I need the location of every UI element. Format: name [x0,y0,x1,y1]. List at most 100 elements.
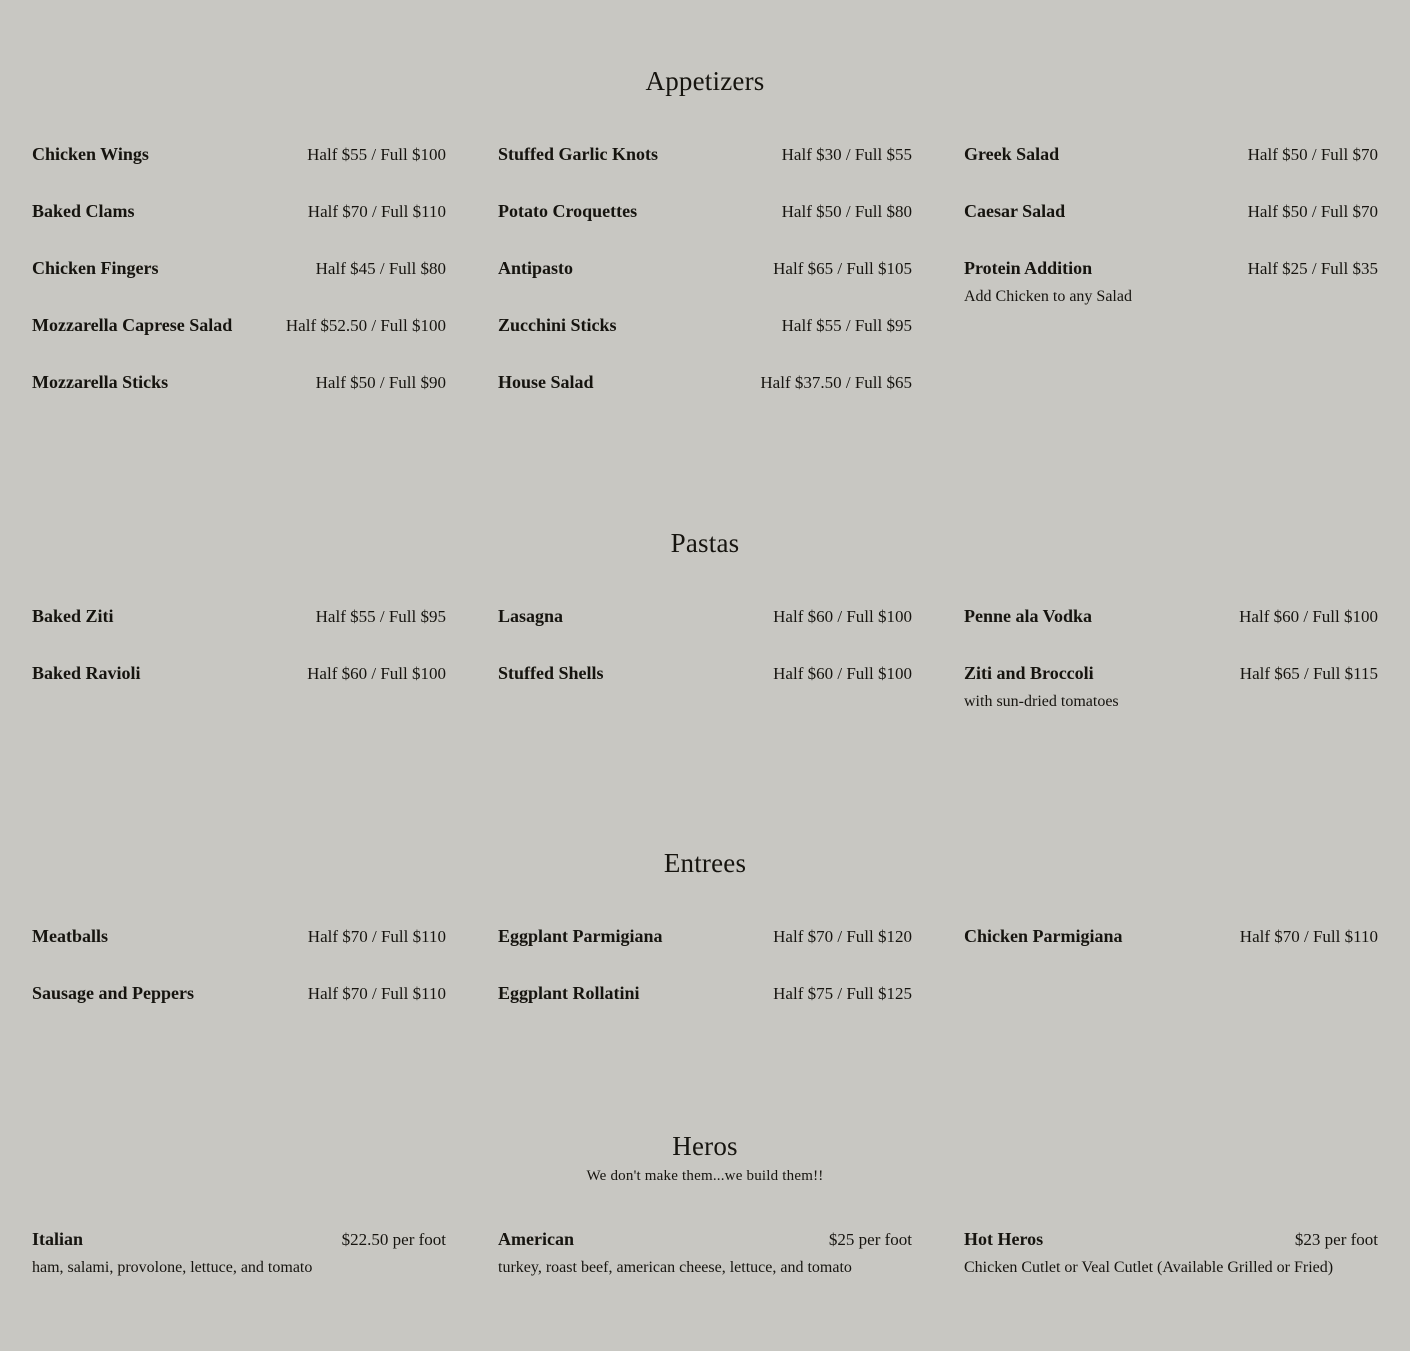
menu-item-name: Chicken Parmigiana [964,926,1123,946]
menu-item-row: Mozzarella Caprese Salad Half $52.50 / Fu… [32,314,446,337]
menu-item: Greek Salad Half $50 / Full $70 [964,143,1378,166]
menu-item-price: Half $55 / Full $95 [315,607,446,626]
section-title: Heros [672,1131,738,1161]
menu-item-price: Half $60 / Full $100 [773,607,912,626]
menu-item-row: Chicken Wings Half $55 / Full $100 [32,143,446,166]
menu-item-row: Potato Croquettes Half $50 / Full $80 [498,200,912,223]
section-columns: Baked Ziti Half $55 / Full $95 Baked Ravio… [32,605,1378,747]
menu-item-row: House Salad Half $37.50 / Full $65 [498,371,912,394]
section-entrees: Entrees Meatballs Half $70 / Full $110 Saus… [32,747,1378,1039]
menu-column: Chicken Parmigiana Half $70 / Full $110 [964,925,1378,1039]
menu-item-name: Greek Salad [964,144,1060,164]
menu-item-name: Eggplant Rollatini [498,983,640,1003]
menu-item-name: Potato Croquettes [498,201,638,221]
menu-column: Lasagna Half $60 / Full $100 Stuffed Shell… [498,605,912,747]
menu-item-name: Chicken Wings [32,144,149,164]
menu-item-name: Italian [32,1229,84,1249]
menu-item-price: $25 per foot [828,1230,912,1249]
menu-column: Stuffed Garlic Knots Half $30 / Full $55 P… [498,143,912,428]
section-columns: Italian $22.50 per foot ham, salami, provo… [32,1228,1378,1279]
menu-item-price: Half $50 / Full $80 [781,202,912,221]
menu-item-name: House Salad [498,372,594,392]
menu-item-description: ham, salami, provolone, lettuce, and tom… [32,1259,313,1276]
menu-item-price: Half $70 / Full $110 [1239,927,1378,946]
menu-item: Potato Croquettes Half $50 / Full $80 [498,200,912,223]
menu-item: Baked Ravioli Half $60 / Full $100 [32,662,446,685]
section-title: Entrees [663,848,747,878]
menu-item-row: Ziti and Broccoli Half $65 / Full $115 [964,662,1378,685]
menu-item: Stuffed Shells Half $60 / Full $100 [498,662,912,685]
menu-item: House Salad Half $37.50 / Full $65 [498,371,912,394]
menu-item: Sausage and Peppers Half $70 / Full $110 [32,982,446,1005]
menu-item: Eggplant Parmigiana Half $70 / Full $120 [498,925,912,948]
menu-column: Chicken Wings Half $55 / Full $100 Baked C… [32,143,446,428]
menu-column: Greek Salad Half $50 / Full $70 Caesar Sal… [964,143,1378,428]
menu-item-price: Half $30 / Full $55 [781,145,912,164]
menu-item-name: Antipasto [498,258,574,278]
menu-item-row: Stuffed Shells Half $60 / Full $100 [498,662,912,685]
menu-item: Mozzarella Caprese Salad Half $52.50 / Fu… [32,314,446,337]
menu-item-price: Half $65 / Full $105 [773,259,912,278]
menu-item-name: American [498,1229,574,1249]
menu-item: Hot Heros $23 per foot Chicken Cutlet or V… [964,1228,1378,1279]
section-columns: Chicken Wings Half $55 / Full $100 Baked C… [32,143,1378,428]
menu-item: Penne ala Vodka Half $60 / Full $100 [964,605,1378,628]
menu-item: Antipasto Half $65 / Full $105 [498,257,912,280]
menu-item-price: Half $60 / Full $100 [773,664,912,683]
menu-item-row: Zucchini Sticks Half $55 / Full $95 [498,314,912,337]
menu-item-price: Half $37.50 / Full $65 [760,373,912,392]
menu-item-description: turkey, roast beef, american cheese, let… [498,1259,852,1276]
menu-item-row: Stuffed Garlic Knots Half $30 / Full $55 [498,143,912,166]
menu-item-price: Half $50 / Full $70 [1247,145,1378,164]
menu-item-row: American $25 per foot [498,1228,912,1251]
menu-item-row: Baked Ravioli Half $60 / Full $100 [32,662,446,685]
menu-item: Chicken Parmigiana Half $70 / Full $110 [964,925,1378,948]
menu-item-name: Lasagna [498,606,564,626]
menu-item-price: $23 per foot [1294,1230,1378,1249]
menu-item-description: with sun-dried tomatoes [964,693,1119,710]
menu-item: Ziti and Broccoli Half $65 / Full $115 wit… [964,662,1378,713]
menu-item-row: Chicken Parmigiana Half $70 / Full $110 [964,925,1378,948]
menu-item: Chicken Wings Half $55 / Full $100 [32,143,446,166]
menu-item-row: Protein Addition Half $25 / Full $35 [964,257,1378,280]
menu-item: Chicken Fingers Half $45 / Full $80 [32,257,446,280]
menu-item-price: Half $70 / Full $110 [307,927,446,946]
menu-item-price: Half $60 / Full $100 [1239,607,1378,626]
menu-item-name: Sausage and Peppers [32,983,195,1003]
section-title: Appetizers [645,66,765,96]
menu-item-row: Caesar Salad Half $50 / Full $70 [964,200,1378,223]
menu-item: Mozzarella Sticks Half $50 / Full $90 [32,371,446,394]
menu-item-row: Hot Heros $23 per foot [964,1228,1378,1251]
menu-column: Italian $22.50 per foot ham, salami, provo… [32,1228,446,1279]
menu-item-name: Baked Clams [32,201,135,221]
menu-item: Stuffed Garlic Knots Half $30 / Full $55 [498,143,912,166]
menu-item-row: Greek Salad Half $50 / Full $70 [964,143,1378,166]
menu-item-name: Protein Addition [964,258,1093,278]
menu-item-name: Baked Ravioli [32,663,141,683]
menu-item-price: Half $70 / Full $110 [307,984,446,1003]
menu-item-row: Mozzarella Sticks Half $50 / Full $90 [32,371,446,394]
menu-item-price: Half $65 / Full $115 [1239,664,1378,683]
menu-item-name: Caesar Salad [964,201,1066,221]
menu-item: Protein Addition Half $25 / Full $35 Add C… [964,257,1378,308]
menu-item-row: Baked Ziti Half $55 / Full $95 [32,605,446,628]
menu-item-row: Chicken Fingers Half $45 / Full $80 [32,257,446,280]
section-subtitle: We don't make them...we build them!! [586,1168,824,1184]
menu-item-price: Half $45 / Full $80 [315,259,446,278]
menu-item-price: Half $55 / Full $95 [781,316,912,335]
section-title: Pastas [670,528,740,558]
menu-item-row: Eggplant Parmigiana Half $70 / Full $120 [498,925,912,948]
section-heros: Heros We don't make them...we build them!… [32,1039,1378,1279]
menu-item-price: Half $55 / Full $100 [307,145,446,164]
menu-item-description: Chicken Cutlet or Veal Cutlet (Available… [964,1259,1334,1276]
menu-item-price: Half $50 / Full $90 [315,373,446,392]
menu-column: Eggplant Parmigiana Half $70 / Full $120 E… [498,925,912,1039]
menu-sections: Appetizers Chicken Wings Half $55 / Full $… [32,0,1378,1279]
menu-item-name: Baked Ziti [32,606,114,626]
menu-item-name: Meatballs [32,926,108,946]
menu-column: Meatballs Half $70 / Full $110 Sausage and… [32,925,446,1039]
menu-item-row: Antipasto Half $65 / Full $105 [498,257,912,280]
menu-item-name: Stuffed Shells [498,663,604,683]
menu-item-row: Sausage and Peppers Half $70 / Full $110 [32,982,446,1005]
